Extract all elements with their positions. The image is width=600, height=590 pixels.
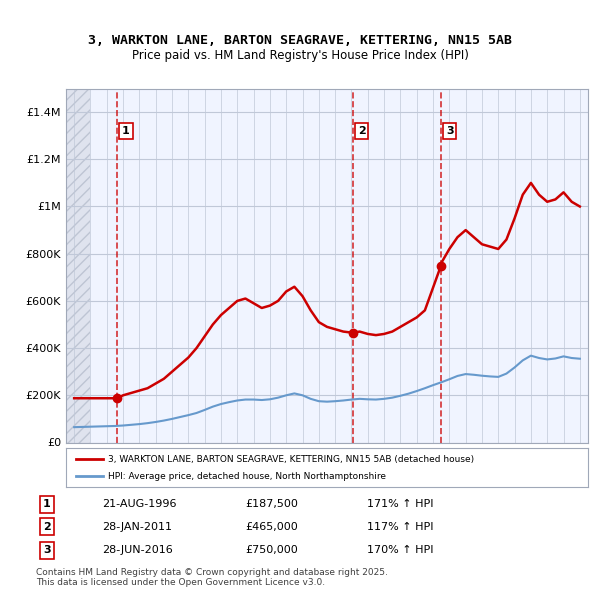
Text: 2: 2 (43, 522, 51, 532)
Text: 2: 2 (358, 126, 365, 136)
Text: 3, WARKTON LANE, BARTON SEAGRAVE, KETTERING, NN15 5AB (detached house): 3, WARKTON LANE, BARTON SEAGRAVE, KETTER… (108, 455, 474, 464)
Text: 28-JUN-2016: 28-JUN-2016 (102, 545, 173, 555)
Text: 117% ↑ HPI: 117% ↑ HPI (367, 522, 434, 532)
Text: £187,500: £187,500 (246, 500, 299, 509)
Text: £750,000: £750,000 (246, 545, 299, 555)
Bar (66, 88, 91, 442)
Text: 170% ↑ HPI: 170% ↑ HPI (367, 545, 434, 555)
Text: 28-JAN-2011: 28-JAN-2011 (102, 522, 172, 532)
Text: 171% ↑ HPI: 171% ↑ HPI (367, 500, 434, 509)
Text: Price paid vs. HM Land Registry's House Price Index (HPI): Price paid vs. HM Land Registry's House … (131, 49, 469, 62)
Text: 1: 1 (43, 500, 51, 509)
Text: HPI: Average price, detached house, North Northamptonshire: HPI: Average price, detached house, Nort… (108, 471, 386, 480)
Text: 21-AUG-1996: 21-AUG-1996 (102, 500, 177, 509)
Text: 3: 3 (446, 126, 454, 136)
Text: 3, WARKTON LANE, BARTON SEAGRAVE, KETTERING, NN15 5AB: 3, WARKTON LANE, BARTON SEAGRAVE, KETTER… (88, 34, 512, 47)
Text: 1: 1 (122, 126, 130, 136)
Text: £465,000: £465,000 (246, 522, 299, 532)
Text: 3: 3 (43, 545, 51, 555)
Text: Contains HM Land Registry data © Crown copyright and database right 2025.
This d: Contains HM Land Registry data © Crown c… (36, 568, 388, 587)
